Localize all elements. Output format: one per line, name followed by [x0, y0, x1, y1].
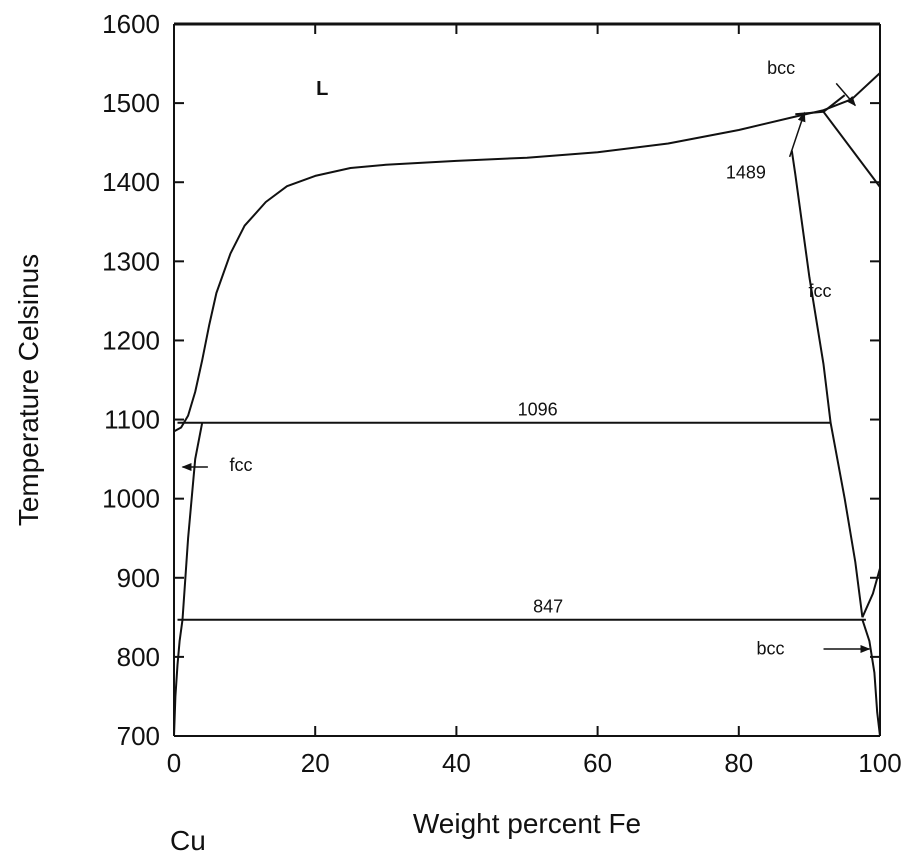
curve-bcc-liquidus-branch	[822, 94, 846, 113]
y-tick-label: 1400	[102, 167, 160, 197]
annotation-1096: 1096	[518, 400, 558, 420]
y-tick-label: 1200	[102, 325, 160, 355]
x-tick-label: 100	[858, 748, 901, 778]
curve-cu-fcc-solvus	[173, 422, 204, 737]
curve-fcc-alpha-boundary	[861, 568, 881, 618]
curve-peritectic-solidus-upper	[795, 110, 824, 116]
annotation-L: L	[316, 78, 328, 100]
annotation-arrow	[788, 111, 806, 158]
curve-liquidus	[173, 72, 881, 433]
y-axis-title: Temperature Celsinus	[13, 254, 44, 526]
curve-bcc-solvus-low	[861, 619, 881, 737]
x-tick-label: 40	[442, 748, 471, 778]
y-tick-label: 1600	[102, 9, 160, 39]
y-tick-label: 800	[117, 642, 160, 672]
y-tick-label: 1100	[104, 405, 160, 435]
annotation-1489: 1489	[726, 162, 766, 182]
axes	[173, 23, 881, 737]
phase-boundaries	[173, 22, 881, 737]
x-tick-label: 20	[301, 748, 330, 778]
curve-bcc-solvus-high	[822, 111, 881, 188]
x-tick-label: 80	[724, 748, 753, 778]
x-tick-label: 0	[167, 748, 181, 778]
annotation-fcc: fcc	[230, 455, 253, 475]
y-tick-label: 700	[117, 721, 160, 751]
x-axis-title: Weight percent Fe	[413, 808, 641, 839]
annotation-bcc: bcc	[767, 58, 795, 78]
y-tick-label: 900	[117, 563, 160, 593]
y-tick-label: 1300	[102, 246, 160, 276]
annotation-847: 847	[533, 597, 563, 617]
x-tick-label: 60	[583, 748, 612, 778]
curve-fcc-solvus-iron-rich	[790, 150, 864, 618]
annotation-bcc: bcc	[757, 639, 785, 659]
tick-labels: 0 20 40 60 80 100 700 800 900 1000 1100 1200 1300 140…	[102, 9, 902, 778]
annotations: L 1096 847 1489 fcc bcc fcc bcc	[181, 58, 871, 659]
y-tick-label: 1500	[102, 88, 160, 118]
corner-label: Cu	[170, 825, 206, 856]
annotation-arrow	[835, 82, 856, 107]
y-tick-label: 1000	[102, 484, 160, 514]
annotation-fcc: fcc	[808, 281, 831, 301]
